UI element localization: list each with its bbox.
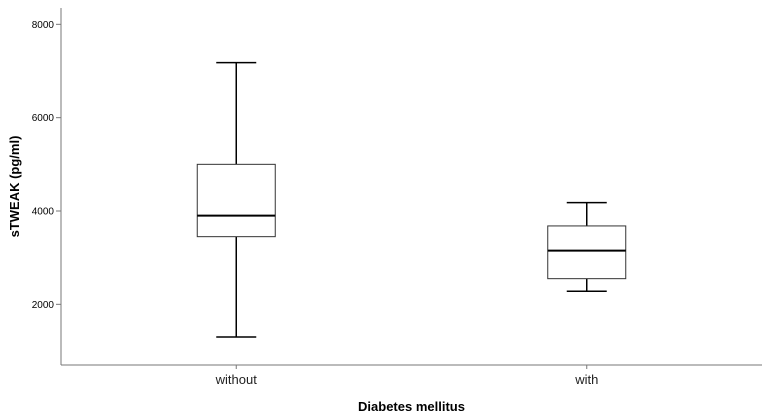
x-category-label: with	[574, 372, 598, 387]
x-category-label: without	[215, 372, 258, 387]
boxes-layer	[196, 61, 627, 338]
iqr-box	[547, 225, 627, 280]
y-tick-label: 8000	[32, 20, 55, 31]
x-axis-categories: without with	[215, 365, 598, 387]
y-tick-label: 4000	[32, 207, 55, 218]
y-tick-label: 6000	[32, 113, 55, 124]
box-without	[196, 61, 276, 338]
iqr-box	[196, 163, 276, 238]
x-axis-title: Diabetes mellitus	[358, 399, 465, 414]
y-axis-title: sTWEAK (pg/ml)	[7, 136, 22, 238]
y-tick-label: 2000	[32, 300, 55, 311]
y-axis-ticks: 2000 4000 6000 8000	[32, 20, 61, 311]
box-with	[547, 201, 627, 293]
